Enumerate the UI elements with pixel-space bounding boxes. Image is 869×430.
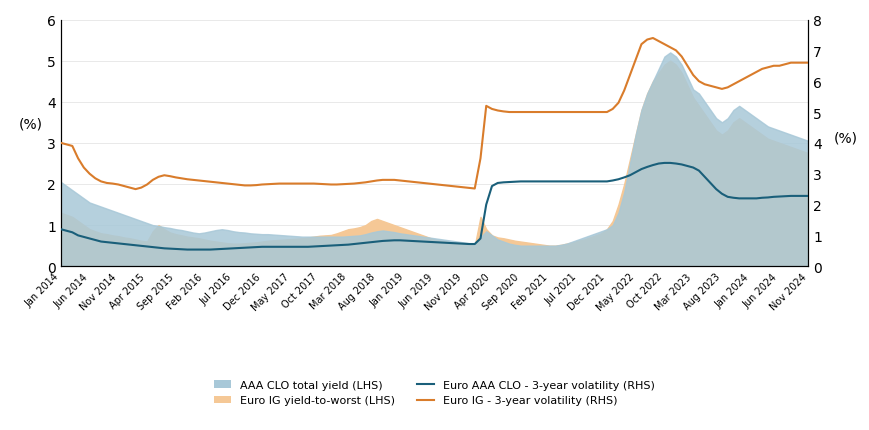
Y-axis label: (%): (%) xyxy=(19,117,43,131)
Y-axis label: (%): (%) xyxy=(833,131,858,145)
Legend: AAA CLO total yield (LHS), Euro IG yield-to-worst (LHS), Euro AAA CLO - 3-year v: AAA CLO total yield (LHS), Euro IG yield… xyxy=(210,375,659,410)
